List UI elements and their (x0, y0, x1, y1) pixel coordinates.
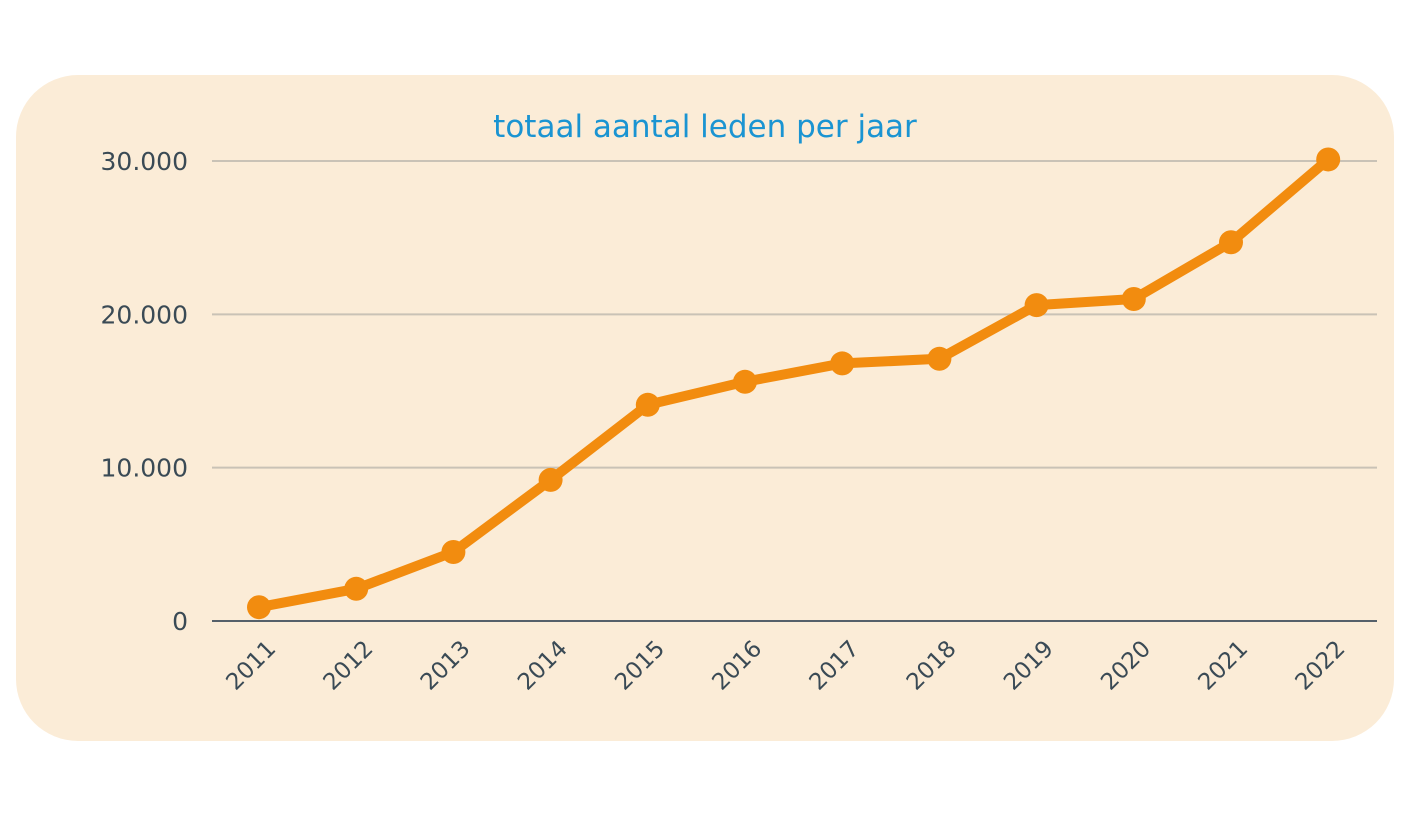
chart-title: totaal aantal leden per jaar (493, 109, 917, 145)
chart-card (16, 75, 1394, 741)
data-point (830, 351, 855, 376)
x-tick-label: 2022 (1291, 636, 1351, 696)
data-point (538, 467, 563, 492)
data-point (1121, 287, 1146, 311)
data-point (1316, 147, 1341, 172)
data-point (247, 595, 271, 620)
data-point (344, 576, 369, 601)
x-axis-ticks: 2011 2012 2013 2014 2015 2016 2017 2018 2019 2020… (221, 636, 1350, 696)
x-tick-label: 2017 (805, 636, 865, 696)
x-tick-label: 2013 (416, 636, 476, 696)
data-point (1024, 293, 1049, 318)
series-layer (247, 147, 1341, 620)
data-point (733, 369, 757, 394)
y-tick-label: 0 (172, 607, 188, 636)
data-point (1219, 230, 1243, 255)
y-tick-label: 10.000 (101, 454, 188, 483)
x-tick-label: 2014 (513, 636, 573, 696)
x-tick-label: 2020 (1096, 636, 1156, 696)
x-tick-label: 2015 (610, 636, 670, 696)
x-tick-label: 2012 (319, 636, 379, 696)
x-tick-label: 2021 (1193, 636, 1253, 696)
x-tick-label: 2018 (902, 636, 962, 696)
series-line (254, 154, 1334, 613)
gridlines (212, 160, 1377, 622)
data-point (635, 392, 660, 417)
data-point (441, 540, 466, 564)
x-tick-label: 2019 (999, 636, 1059, 696)
x-tick-label: 2016 (707, 636, 767, 696)
y-tick-label: 30.000 (101, 147, 188, 176)
data-point (927, 346, 952, 371)
y-tick-label: 20.000 (101, 300, 188, 329)
y-axis-ticks: 0 10.000 20.000 30.000 (101, 147, 188, 636)
x-tick-label: 2011 (221, 636, 281, 696)
